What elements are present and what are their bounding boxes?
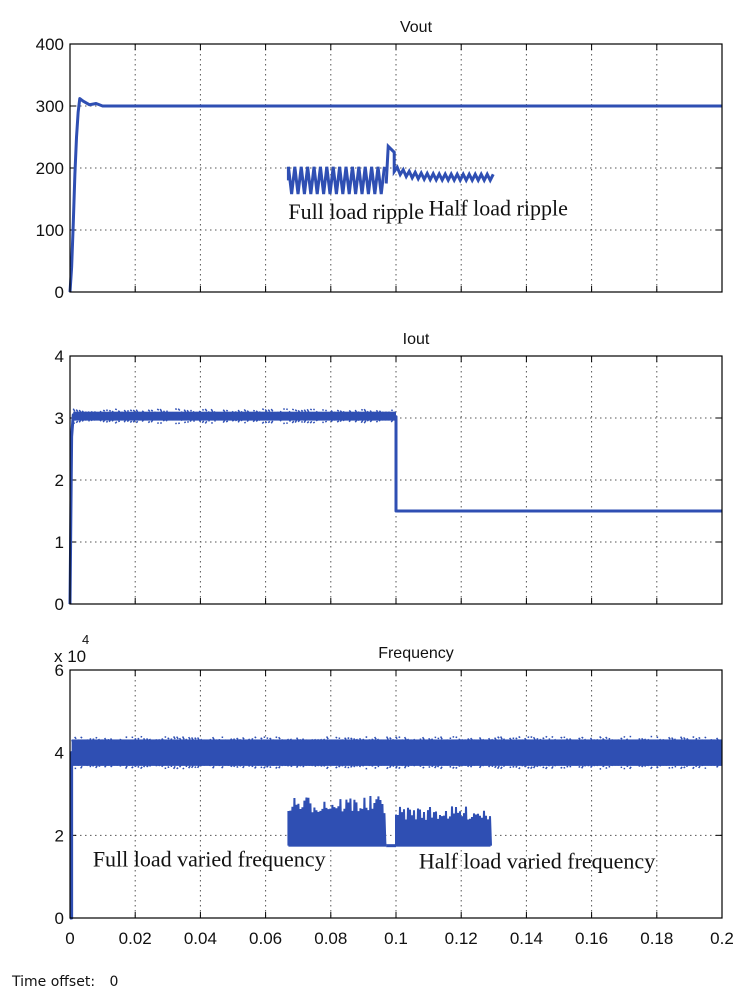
y-tick-label: 4 bbox=[55, 744, 64, 763]
x-tick-label: 0.14 bbox=[510, 929, 543, 948]
axes-frame bbox=[69, 43, 723, 293]
chart-title: Vout bbox=[400, 19, 433, 36]
y-tick-label: 3 bbox=[55, 409, 64, 428]
inset-label: Full load ripple bbox=[288, 199, 424, 224]
chart-title: Iout bbox=[403, 331, 430, 348]
inset-varied-base bbox=[396, 842, 491, 847]
x-tick-label: 0.16 bbox=[575, 929, 608, 948]
chart-panel-1: 0 100 200 300 400 Vout Full load ripple Half lo… bbox=[36, 19, 723, 302]
y-tick-label: 100 bbox=[36, 221, 64, 240]
exponent-power: 4 bbox=[82, 632, 89, 647]
x-tick-label: 0 bbox=[65, 929, 74, 948]
y-tick-label: 400 bbox=[36, 35, 64, 54]
y-tick-label: 2 bbox=[55, 826, 64, 845]
inset-varied bbox=[395, 806, 492, 846]
x-tick-label: 0.06 bbox=[249, 929, 282, 948]
inset-label: Half load ripple bbox=[429, 196, 568, 221]
series-band-noise bbox=[72, 408, 397, 425]
exponent-label: x 10 bbox=[54, 647, 86, 666]
series-band bbox=[73, 411, 396, 421]
x-tick-label: 0.18 bbox=[640, 929, 673, 948]
y-tick-label: 6 bbox=[55, 661, 64, 680]
x-tick-label: 0.08 bbox=[314, 929, 347, 948]
x-tick-label: 0.02 bbox=[119, 929, 152, 948]
time-offset-readout: Time offset: 0 bbox=[12, 974, 128, 990]
y-tick-label: 1 bbox=[55, 533, 64, 552]
series-band-noise bbox=[71, 735, 722, 770]
chart-title: Frequency bbox=[378, 645, 454, 662]
inset-zoom: Full load ripple Half load ripple bbox=[286, 142, 568, 224]
axes-frame bbox=[69, 355, 723, 605]
time-offset-label: Time offset: bbox=[12, 974, 96, 990]
x-tick-label: 0.04 bbox=[184, 929, 217, 948]
x-tick-label: 0.2 bbox=[710, 929, 734, 948]
inset-zoom: Full load varied frequency Half load vari… bbox=[93, 796, 655, 873]
y-tick-label: 0 bbox=[55, 909, 64, 928]
series-line bbox=[68, 97, 722, 293]
series-band bbox=[71, 739, 722, 766]
y-tick-label: 0 bbox=[55, 595, 64, 614]
y-tick-label: 300 bbox=[36, 97, 64, 116]
chart-panel-2: 0 1 2 3 4 Iout bbox=[55, 331, 723, 614]
chart-panel-3: 0 2 4 6 0 0.02 0.04 0.06 0.08 0.1 0.12 0.14 0.16 0.18… bbox=[54, 632, 734, 948]
inset-transient bbox=[384, 142, 495, 184]
time-offset-value: 0 bbox=[109, 974, 119, 990]
inset-varied-base bbox=[288, 842, 387, 847]
y-tick-label: 2 bbox=[55, 471, 64, 490]
inset-label: Half load varied frequency bbox=[419, 848, 655, 873]
series-trace bbox=[68, 408, 722, 605]
y-tick-label: 4 bbox=[55, 347, 64, 366]
inset-ripple bbox=[286, 166, 386, 195]
series-trace bbox=[68, 97, 722, 293]
x-tick-label: 0.12 bbox=[445, 929, 478, 948]
inset-varied bbox=[287, 796, 387, 846]
inset-label: Full load varied frequency bbox=[93, 846, 326, 871]
x-tick-label: 0.1 bbox=[384, 929, 408, 948]
axes-frame bbox=[69, 669, 723, 919]
series-line bbox=[68, 413, 722, 605]
y-tick-label: 0 bbox=[55, 283, 64, 302]
y-tick-label: 200 bbox=[36, 159, 64, 178]
